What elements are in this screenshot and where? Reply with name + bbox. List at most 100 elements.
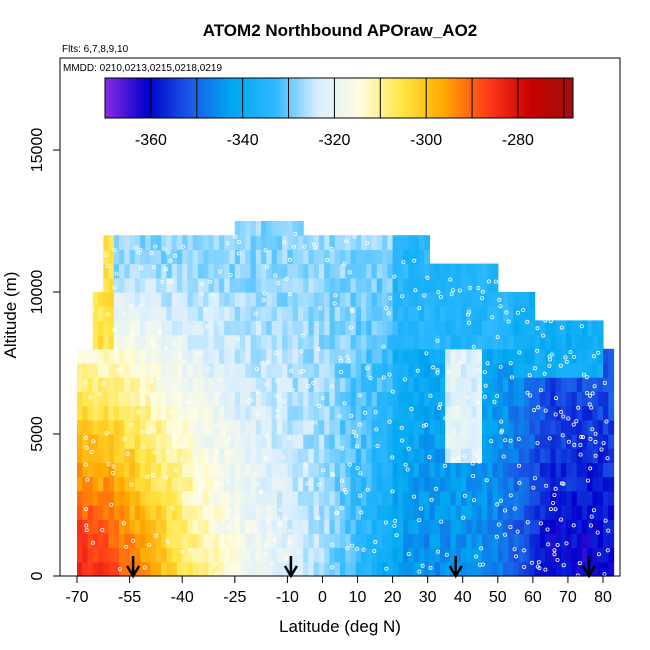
observation-point [502, 532, 507, 537]
heatmap-cell [482, 462, 488, 478]
heatmap-cell [213, 547, 220, 563]
x-tick-label: 30 [419, 589, 437, 606]
heatmap-cell [392, 348, 399, 364]
heatmap-cell [408, 490, 415, 506]
observation-point [571, 422, 576, 427]
heatmap-cell [103, 263, 110, 279]
observation-point [284, 276, 289, 281]
heatmap-cell [98, 448, 104, 463]
heatmap-cell [150, 533, 157, 549]
colorbar-swatch [448, 78, 453, 118]
heatmap-cell [408, 419, 415, 435]
heatmap-cell [145, 561, 152, 577]
heatmap-cell [545, 490, 551, 506]
heatmap-cell [113, 434, 120, 449]
heatmap-cell [534, 348, 541, 364]
observation-point [224, 440, 229, 445]
heatmap-cell [271, 320, 278, 336]
heatmap-cell [276, 505, 283, 520]
heatmap-cell [592, 505, 599, 520]
heatmap-cell [124, 476, 131, 492]
observation-point [417, 306, 422, 311]
heatmap-cell [245, 434, 252, 449]
heatmap-cell [513, 505, 520, 520]
heatmap-cell [129, 462, 136, 478]
observation-point [212, 486, 217, 491]
heatmap-cell [403, 419, 409, 435]
heatmap-cell [345, 519, 352, 534]
heatmap-cell [366, 434, 373, 449]
heatmap-cell [366, 306, 373, 321]
observation-point [216, 321, 221, 326]
heatmap-cell [203, 348, 210, 364]
observation-point [253, 526, 258, 531]
observation-point [347, 270, 352, 275]
heatmap-cell [124, 235, 131, 250]
observation-point [544, 483, 549, 488]
heatmap-cell [366, 519, 373, 534]
heatmap-cell [250, 320, 257, 336]
heatmap-cell [518, 434, 525, 449]
observation-point [311, 380, 316, 385]
heatmap-cell [324, 348, 331, 364]
heatmap-cell [250, 519, 257, 534]
heatmap-cell [476, 334, 483, 350]
heatmap-cell [292, 348, 299, 364]
heatmap-cell [361, 419, 367, 435]
heatmap-cell [145, 462, 152, 478]
heatmap-cell [124, 348, 131, 364]
observation-point [306, 384, 311, 389]
heatmap-cell [571, 363, 578, 378]
colorbar-swatch [424, 78, 430, 118]
observation-point [481, 562, 486, 567]
heatmap-cell [229, 419, 236, 435]
heatmap-cell [197, 235, 204, 250]
heatmap-cell [87, 377, 94, 392]
heatmap-cell [492, 434, 499, 449]
heatmap-cell [292, 263, 299, 279]
heatmap-cell [308, 391, 315, 407]
heatmap-cell [134, 334, 141, 350]
heatmap-cell [334, 306, 341, 321]
heatmap-cell [597, 533, 604, 549]
heatmap-cell [176, 277, 183, 293]
heatmap-cell [287, 434, 294, 449]
heatmap-cell [387, 547, 394, 563]
heatmap-cell [460, 533, 467, 549]
heatmap-cell [197, 533, 204, 549]
colorbar-swatch [307, 78, 313, 118]
heatmap-cell [566, 561, 573, 577]
heatmap-cell [87, 419, 94, 435]
heatmap-cell [150, 519, 157, 534]
heatmap-cell [313, 334, 320, 350]
heatmap-cell [376, 348, 383, 364]
heatmap-cell [197, 434, 204, 449]
heatmap-cell [271, 292, 278, 307]
heatmap-cell [213, 448, 220, 463]
heatmap-cell [129, 320, 136, 336]
heatmap-cell [492, 561, 499, 577]
heatmap-cell [529, 405, 536, 421]
heatmap-cell [261, 519, 267, 534]
heatmap-cell [518, 348, 525, 364]
heatmap-cell [171, 263, 178, 279]
heatmap-cell [292, 448, 299, 463]
heatmap-cell [608, 533, 615, 549]
heatmap-cell [166, 419, 173, 435]
heatmap-cell [576, 391, 583, 407]
heatmap-cell [282, 320, 288, 336]
heatmap-cell [555, 462, 562, 478]
heatmap-cell [171, 505, 178, 520]
observation-point [289, 368, 294, 373]
heatmap-cell [150, 547, 157, 563]
heatmap-cell [397, 405, 404, 421]
heatmap-cell [397, 263, 404, 279]
observation-point [508, 493, 513, 498]
heatmap-cell [77, 519, 83, 534]
heatmap-cell [418, 249, 425, 265]
heatmap-cell [287, 519, 294, 534]
heatmap-cell [297, 505, 304, 520]
observation-point [97, 392, 102, 397]
heatmap-cell [161, 476, 168, 492]
heatmap-cell [297, 320, 304, 336]
